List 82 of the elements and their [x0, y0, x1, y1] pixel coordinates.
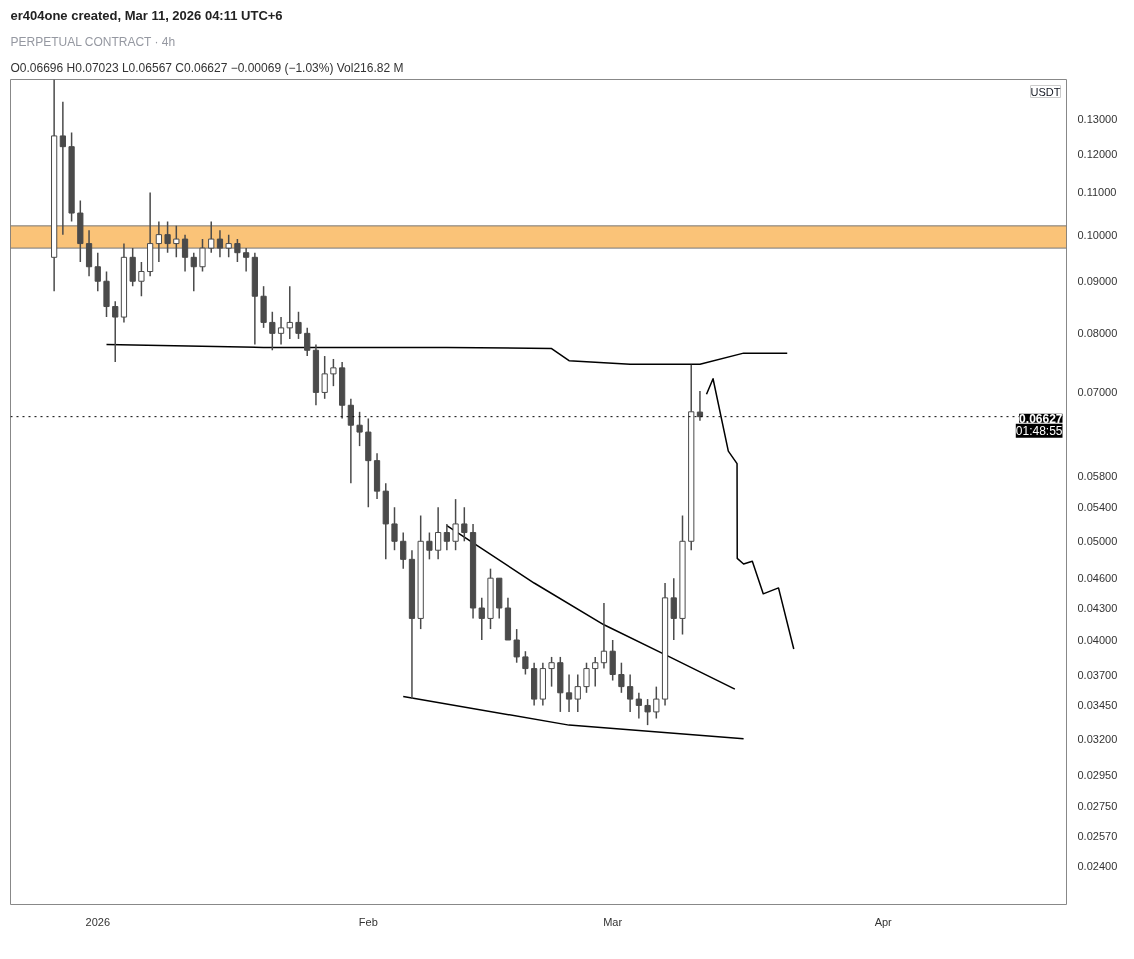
candlestick: [670, 577, 677, 641]
candlestick: [513, 628, 520, 664]
candlestick: [295, 311, 302, 340]
y-tick-label: 0.02950: [1077, 768, 1118, 781]
x-tick-label: Mar: [603, 915, 623, 928]
candlestick: [234, 238, 241, 263]
candlestick: [644, 698, 651, 726]
candlestick: [618, 661, 625, 694]
candlestick: [653, 685, 660, 720]
candlestick: [85, 229, 93, 278]
candlestick: [269, 311, 276, 352]
candlestick: [225, 233, 232, 259]
candlestick: [443, 523, 450, 551]
candlestick: [330, 358, 337, 387]
candlestick: [277, 316, 285, 346]
candlestick: [59, 101, 66, 236]
candlestick: [609, 639, 616, 682]
y-tick-label: 0.02570: [1077, 829, 1118, 842]
candlestick: [627, 673, 634, 713]
candlestick: [208, 220, 215, 254]
candlestick: [190, 251, 197, 292]
candlestick: [696, 390, 704, 422]
candlestick: [181, 233, 189, 273]
candlestick: [243, 247, 250, 273]
y-tick-label: 0.02750: [1077, 799, 1118, 812]
candlestick: [461, 506, 468, 543]
y-tick-label: 0.12000: [1077, 147, 1118, 160]
candlestick: [164, 220, 171, 254]
y-tick-label: 0.04600: [1077, 572, 1118, 585]
candlestick: [522, 650, 529, 676]
candlestick: [304, 327, 311, 357]
y-tick-label: 0.03200: [1077, 732, 1118, 745]
candlestick: [635, 692, 642, 720]
y-tick-label: 0.09000: [1077, 275, 1118, 288]
y-tick-label: 0.02400: [1077, 860, 1118, 873]
candlestick: [129, 247, 136, 287]
x-tick-label: Feb: [358, 915, 378, 928]
candlestick: [400, 531, 407, 570]
candlestick: [391, 506, 398, 551]
candlestick: [347, 398, 354, 485]
candlestick: [548, 656, 555, 688]
y-tick-label: 0.13000: [1077, 112, 1118, 125]
candlestick: [199, 238, 206, 273]
y-tick-label: 0.05800: [1077, 469, 1118, 482]
candlestick: [286, 285, 293, 340]
text: er404one created, Mar 11, 2026 04:11 UTC+6: [10, 7, 283, 23]
candlestick: [565, 673, 573, 713]
annotation: 01:48:55: [1015, 423, 1063, 438]
y-tick-label: 0.11000: [1077, 186, 1117, 199]
chart-subtitle: O0.06696 H0.07023 L0.06567 C0.06627 −0.00069 (−1.03%) Vol216.82 M: [10, 60, 404, 75]
line-series: [105, 343, 788, 366]
y-tick-label: 0.07000: [1077, 386, 1118, 399]
candlestick: [138, 261, 145, 297]
candlestick: [426, 531, 433, 561]
candlestick: [435, 506, 442, 561]
x-tick-label: Apr: [874, 915, 893, 928]
y-tick-label: 0.05400: [1077, 501, 1118, 514]
candlestick: [592, 656, 599, 688]
candlestick: [173, 225, 180, 259]
candlestick: [112, 300, 119, 363]
y-tick-label: 0.05000: [1077, 535, 1118, 548]
ref-line-label: 0.06627: [1019, 411, 1063, 426]
y-axis-title: USDT: [1030, 85, 1061, 98]
chart-title: PERPETUAL CONTRACT · 4h: [10, 34, 176, 49]
y-tick-label: 0.03450: [1077, 699, 1118, 712]
line-series: [446, 524, 736, 690]
candlestick: [155, 220, 162, 263]
candlestick: [216, 229, 224, 259]
x-tick-label: 2026: [85, 915, 111, 928]
candlestick: [321, 355, 328, 400]
candlestick: [478, 597, 485, 641]
candlestick: [583, 661, 590, 694]
y-tick-label: 0.04300: [1077, 602, 1118, 615]
y-tick-label: 0.04000: [1077, 634, 1118, 647]
candlestick: [94, 251, 101, 292]
candlestick: [600, 602, 608, 670]
candlestick: [356, 411, 363, 447]
y-tick-label: 0.08000: [1077, 327, 1118, 340]
y-tick-label: 0.10000: [1077, 228, 1118, 241]
y-tick-label: 0.03700: [1077, 668, 1118, 681]
candlestick: [452, 498, 459, 551]
candlestick: [574, 673, 581, 713]
